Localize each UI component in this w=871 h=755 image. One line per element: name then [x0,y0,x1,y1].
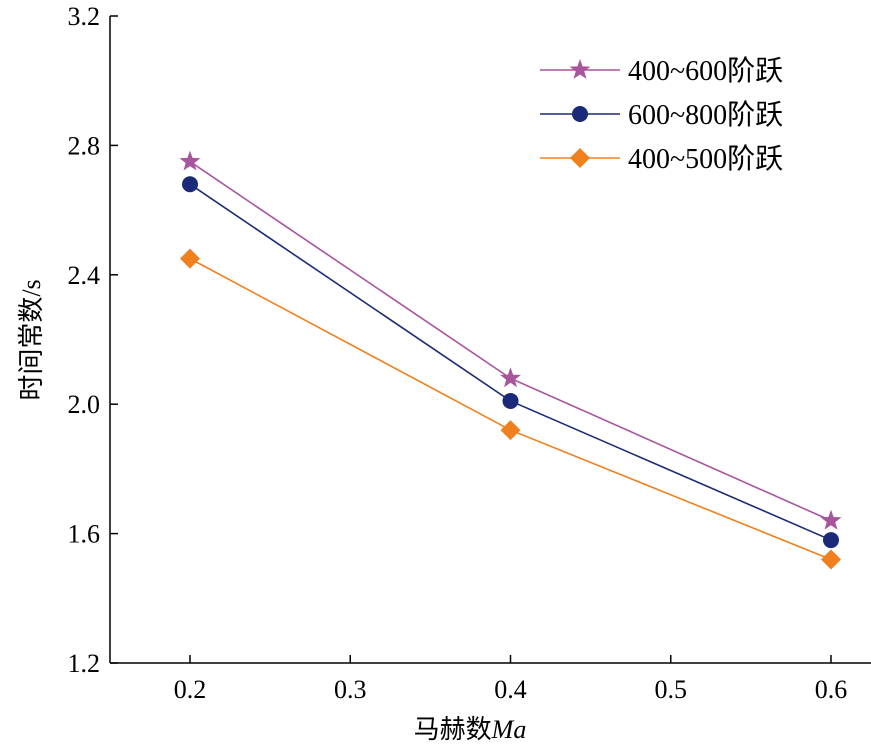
series-line [190,259,831,560]
y-axis-label: 时间常数/s [17,279,46,400]
data-point-star [500,367,521,387]
x-tick-label: 0.3 [334,675,367,704]
legend: 400~600阶跃 600~800阶跃 400~500阶跃 [540,55,783,175]
x-axis-label-text: 马赫数 [414,715,492,744]
x-tick-label: 0.6 [815,675,848,704]
legend-label: 400~500阶跃 [628,143,783,175]
legend-marker-star [570,59,591,79]
legend-label: 400~600阶跃 [628,55,783,87]
plot-area [180,151,842,570]
series-line [190,184,831,540]
y-tick-label: 2.4 [68,261,101,290]
legend-marker-circle [572,106,588,122]
y-tick-label: 1.6 [68,520,101,549]
series-circle [182,176,839,548]
legend-label: 600~800阶跃 [628,99,783,131]
data-point-star [821,510,842,530]
y-tick-label: 1.2 [68,649,101,678]
data-point-diamond [180,249,200,269]
x-tick-label: 0.2 [174,675,207,704]
x-axis-label: 马赫数Ma [414,715,527,744]
legend-marker-diamond [570,148,590,168]
data-point-diamond [821,549,841,569]
y-tick-label: 2.8 [68,131,101,160]
x-axis-label-italic: Ma [491,715,527,744]
series-star [180,151,842,530]
series-line [190,162,831,521]
data-point-diamond [501,420,521,440]
data-point-circle [503,393,519,409]
y-tick-label: 3.2 [68,2,101,31]
x-tick-label: 0.5 [655,675,688,704]
data-point-circle [182,176,198,192]
x-tick-label: 0.4 [494,675,527,704]
data-point-circle [823,532,839,548]
series-diamond [180,249,841,570]
data-point-star [180,151,201,171]
y-tick-label: 2.0 [68,390,101,419]
